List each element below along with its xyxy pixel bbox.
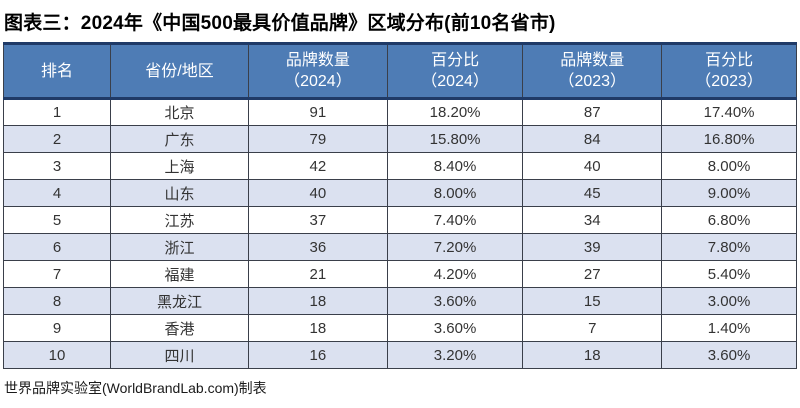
- header-row: 排名 省份/地区 品牌数量 （2024） 百分比 （2024） 品牌数量 （20…: [2, 42, 797, 100]
- cell-brands-2023: 39: [522, 233, 663, 262]
- cell-rank: 5: [2, 206, 112, 235]
- cell-percent-2023: 3.00%: [661, 287, 797, 316]
- cell-percent-2024: 8.00%: [386, 179, 524, 208]
- table-row: 8 黑龙江 18 3.60% 15 3.00%: [2, 287, 797, 316]
- cell-rank: 8: [2, 287, 112, 316]
- cell-percent-2024: 15.80%: [386, 125, 524, 154]
- cell-brands-2024: 18: [248, 287, 388, 316]
- header-label-line1: 品牌数量: [560, 52, 625, 69]
- cell-brands-2024: 21: [248, 260, 388, 289]
- cell-brands-2023: 34: [522, 206, 663, 235]
- cell-brands-2024: 18: [248, 314, 388, 343]
- cell-brands-2023: 40: [522, 152, 663, 181]
- header-label-line2: （2024）: [421, 73, 489, 91]
- cell-brands-2024: 40: [248, 179, 388, 208]
- cell-region: 江苏: [110, 206, 250, 235]
- cell-brands-2023: 18: [522, 341, 663, 370]
- figure-title: 图表三：2024年《中国500最具价值品牌》区域分布(前10名省市): [4, 13, 556, 34]
- cell-percent-2024: 7.20%: [386, 233, 524, 262]
- cell-percent-2023: 6.80%: [661, 206, 797, 235]
- table-row: 2 广东 79 15.80% 84 16.80%: [2, 125, 797, 154]
- cell-brands-2023: 87: [522, 98, 663, 127]
- header-label-line2: （2024）: [284, 73, 352, 91]
- cell-brands-2023: 15: [522, 287, 663, 316]
- header-label: 省份/地区: [145, 62, 214, 80]
- cell-rank: 6: [2, 233, 112, 262]
- header-cell-region: 省份/地区: [110, 42, 250, 100]
- cell-percent-2024: 8.40%: [386, 152, 524, 181]
- header-cell-percent-2024: 百分比 （2024）: [386, 42, 524, 100]
- cell-percent-2023: 17.40%: [661, 98, 797, 127]
- cell-percent-2024: 18.20%: [386, 98, 524, 127]
- cell-rank: 2: [2, 125, 112, 154]
- table-header: 排名 省份/地区 品牌数量 （2024） 百分比 （2024） 品牌数量 （20…: [2, 42, 797, 100]
- cell-rank: 1: [2, 98, 112, 127]
- table-row: 4 山东 40 8.00% 45 9.00%: [2, 179, 797, 208]
- table-row: 1 北京 91 18.20% 87 17.40%: [2, 98, 797, 127]
- cell-percent-2023: 8.00%: [661, 152, 797, 181]
- cell-percent-2024: 3.60%: [386, 314, 524, 343]
- cell-brands-2024: 16: [248, 341, 388, 370]
- cell-region: 北京: [110, 98, 250, 127]
- table-row: 10 四川 16 3.20% 18 3.60%: [2, 341, 797, 370]
- header-label-line1: 品牌数量: [285, 52, 350, 69]
- table-row: 9 香港 18 3.60% 7 1.40%: [2, 314, 797, 343]
- cell-region: 四川: [110, 341, 250, 370]
- cell-percent-2023: 5.40%: [661, 260, 797, 289]
- cell-brands-2024: 37: [248, 206, 388, 235]
- header-cell-brands-2023: 品牌数量 （2023）: [522, 42, 663, 100]
- source-note: 世界品牌实验室(WorldBrandLab.com)制表: [4, 380, 267, 397]
- header-label-line1: 百分比: [705, 52, 754, 69]
- cell-percent-2023: 3.60%: [661, 341, 797, 370]
- table-row: 6 浙江 36 7.20% 39 7.80%: [2, 233, 797, 262]
- cell-region: 浙江: [110, 233, 250, 262]
- cell-region: 广东: [110, 125, 250, 154]
- cell-region: 福建: [110, 260, 250, 289]
- cell-percent-2023: 7.80%: [661, 233, 797, 262]
- cell-percent-2023: 16.80%: [661, 125, 797, 154]
- cell-rank: 3: [2, 152, 112, 181]
- table-row: 3 上海 42 8.40% 40 8.00%: [2, 152, 797, 181]
- cell-rank: 4: [2, 179, 112, 208]
- table-body: 1 北京 91 18.20% 87 17.40% 2 广东 79 15.80% …: [2, 98, 797, 370]
- cell-brands-2023: 27: [522, 260, 663, 289]
- header-cell-rank: 排名: [2, 42, 112, 100]
- cell-region: 山东: [110, 179, 250, 208]
- table-row: 7 福建 21 4.20% 27 5.40%: [2, 260, 797, 289]
- cell-percent-2024: 3.60%: [386, 287, 524, 316]
- cell-region: 黑龙江: [110, 287, 250, 316]
- cell-region: 香港: [110, 314, 250, 343]
- header-label-line2: （2023）: [558, 73, 627, 91]
- header-label-line2: （2023）: [695, 73, 763, 91]
- cell-brands-2023: 84: [522, 125, 663, 154]
- header-label-line1: 百分比: [431, 52, 480, 69]
- header-label: 排名: [41, 62, 74, 80]
- cell-rank: 9: [2, 314, 112, 343]
- cell-brands-2024: 91: [248, 98, 388, 127]
- cell-region: 上海: [110, 152, 250, 181]
- cell-percent-2024: 3.20%: [386, 341, 524, 370]
- cell-percent-2024: 7.40%: [386, 206, 524, 235]
- cell-percent-2023: 9.00%: [661, 179, 797, 208]
- cell-rank: 10: [2, 341, 112, 370]
- cell-brands-2023: 7: [522, 314, 663, 343]
- cell-rank: 7: [2, 260, 112, 289]
- table-row: 5 江苏 37 7.40% 34 6.80%: [2, 206, 797, 235]
- header-cell-percent-2023: 百分比 （2023）: [661, 42, 797, 100]
- cell-brands-2024: 79: [248, 125, 388, 154]
- cell-percent-2023: 1.40%: [661, 314, 797, 343]
- cell-brands-2024: 42: [248, 152, 388, 181]
- header-cell-brands-2024: 品牌数量 （2024）: [248, 42, 388, 100]
- brand-distribution-table: 排名 省份/地区 品牌数量 （2024） 百分比 （2024） 品牌数量 （20…: [2, 42, 797, 370]
- cell-brands-2023: 45: [522, 179, 663, 208]
- cell-percent-2024: 4.20%: [386, 260, 524, 289]
- cell-brands-2024: 36: [248, 233, 388, 262]
